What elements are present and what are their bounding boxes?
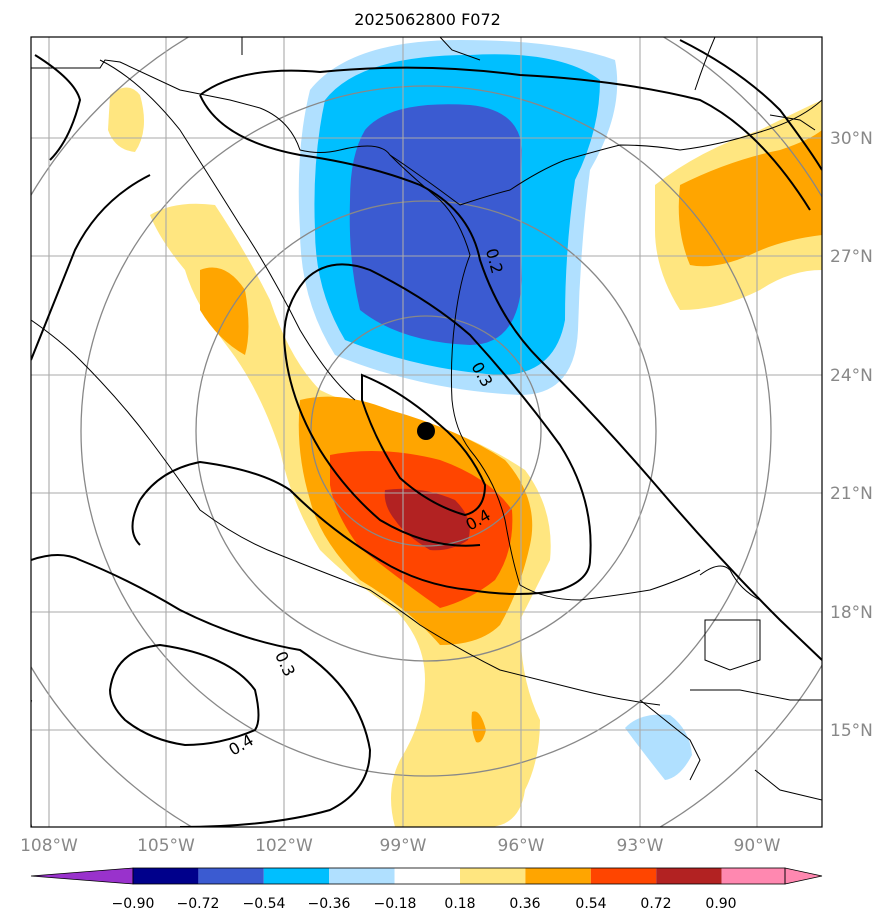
page-title: 2025062800 F072 — [354, 10, 501, 29]
colorbar-tick-label: −0.90 — [112, 896, 155, 912]
colorbar-swatch — [133, 868, 199, 884]
colorbar-tick-label: −0.72 — [177, 896, 220, 912]
map-area: 0.2 0.3 0.4 0.3 0.4 — [31, 37, 822, 827]
colorbar-tick-label: 0.90 — [705, 896, 736, 912]
storm-center-marker — [417, 422, 435, 440]
range-rings — [31, 37, 822, 827]
lon-label-93w: 93°W — [617, 836, 664, 856]
colorbar-swatch — [329, 868, 395, 884]
colorbar-outline — [132, 867, 786, 885]
lat-label-21n: 21°N — [830, 484, 873, 504]
colorbar-swatch — [721, 868, 785, 884]
colorbar-swatch — [590, 868, 657, 884]
lat-label-27n: 27°N — [830, 247, 873, 267]
colorbar: −0.90 −0.72 −0.54 −0.36 −0.18 0.18 0.36 … — [30, 867, 823, 912]
lon-label-105w: 105°W — [137, 836, 195, 856]
lon-label-102w: 102°W — [255, 836, 313, 856]
lat-label-24n: 24°N — [830, 366, 873, 386]
lon-label-108w: 108°W — [20, 836, 78, 856]
lon-label-90w: 90°W — [734, 836, 781, 856]
colorbar-swatch — [394, 868, 460, 884]
colorbar-extend-high — [784, 867, 823, 885]
colorbar-tick-label: −0.36 — [308, 896, 351, 912]
colorbar-swatch — [656, 868, 722, 884]
colorbar-tick-label: −0.54 — [243, 896, 286, 912]
colorbar-extend-low — [30, 867, 134, 885]
colorbar-tick-label: 0.54 — [575, 896, 606, 912]
colorbar-tick-label: 0.18 — [444, 896, 475, 912]
colorbar-tick-label: −0.18 — [374, 896, 417, 912]
contour-lines — [31, 39, 822, 827]
positive-anomaly-region — [108, 87, 822, 827]
lon-label-99w: 99°W — [380, 836, 427, 856]
colorbar-swatch — [525, 868, 591, 884]
coastlines-borders — [31, 37, 822, 801]
longitude-labels: 108°W 105°W 102°W 99°W 96°W 93°W 90°W — [20, 836, 781, 856]
colorbar-swatch — [198, 868, 264, 884]
lat-label-30n: 30°N — [830, 129, 873, 149]
colorbar-tick-label: 0.36 — [509, 896, 540, 912]
colorbar-swatch — [263, 868, 330, 884]
negative-anomaly-region — [298, 40, 692, 780]
colorbar-swatch — [460, 868, 526, 884]
lon-label-96w: 96°W — [498, 836, 545, 856]
map-frame — [30, 36, 823, 828]
lat-label-15n: 15°N — [830, 721, 873, 741]
lat-label-18n: 18°N — [830, 603, 873, 623]
colorbar-tick-label: 0.72 — [640, 896, 671, 912]
latitude-labels: 30°N 27°N 24°N 21°N 18°N 15°N — [830, 129, 873, 741]
gridlines — [31, 37, 822, 827]
